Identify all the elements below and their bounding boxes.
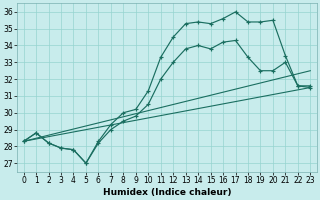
X-axis label: Humidex (Indice chaleur): Humidex (Indice chaleur) <box>103 188 231 197</box>
